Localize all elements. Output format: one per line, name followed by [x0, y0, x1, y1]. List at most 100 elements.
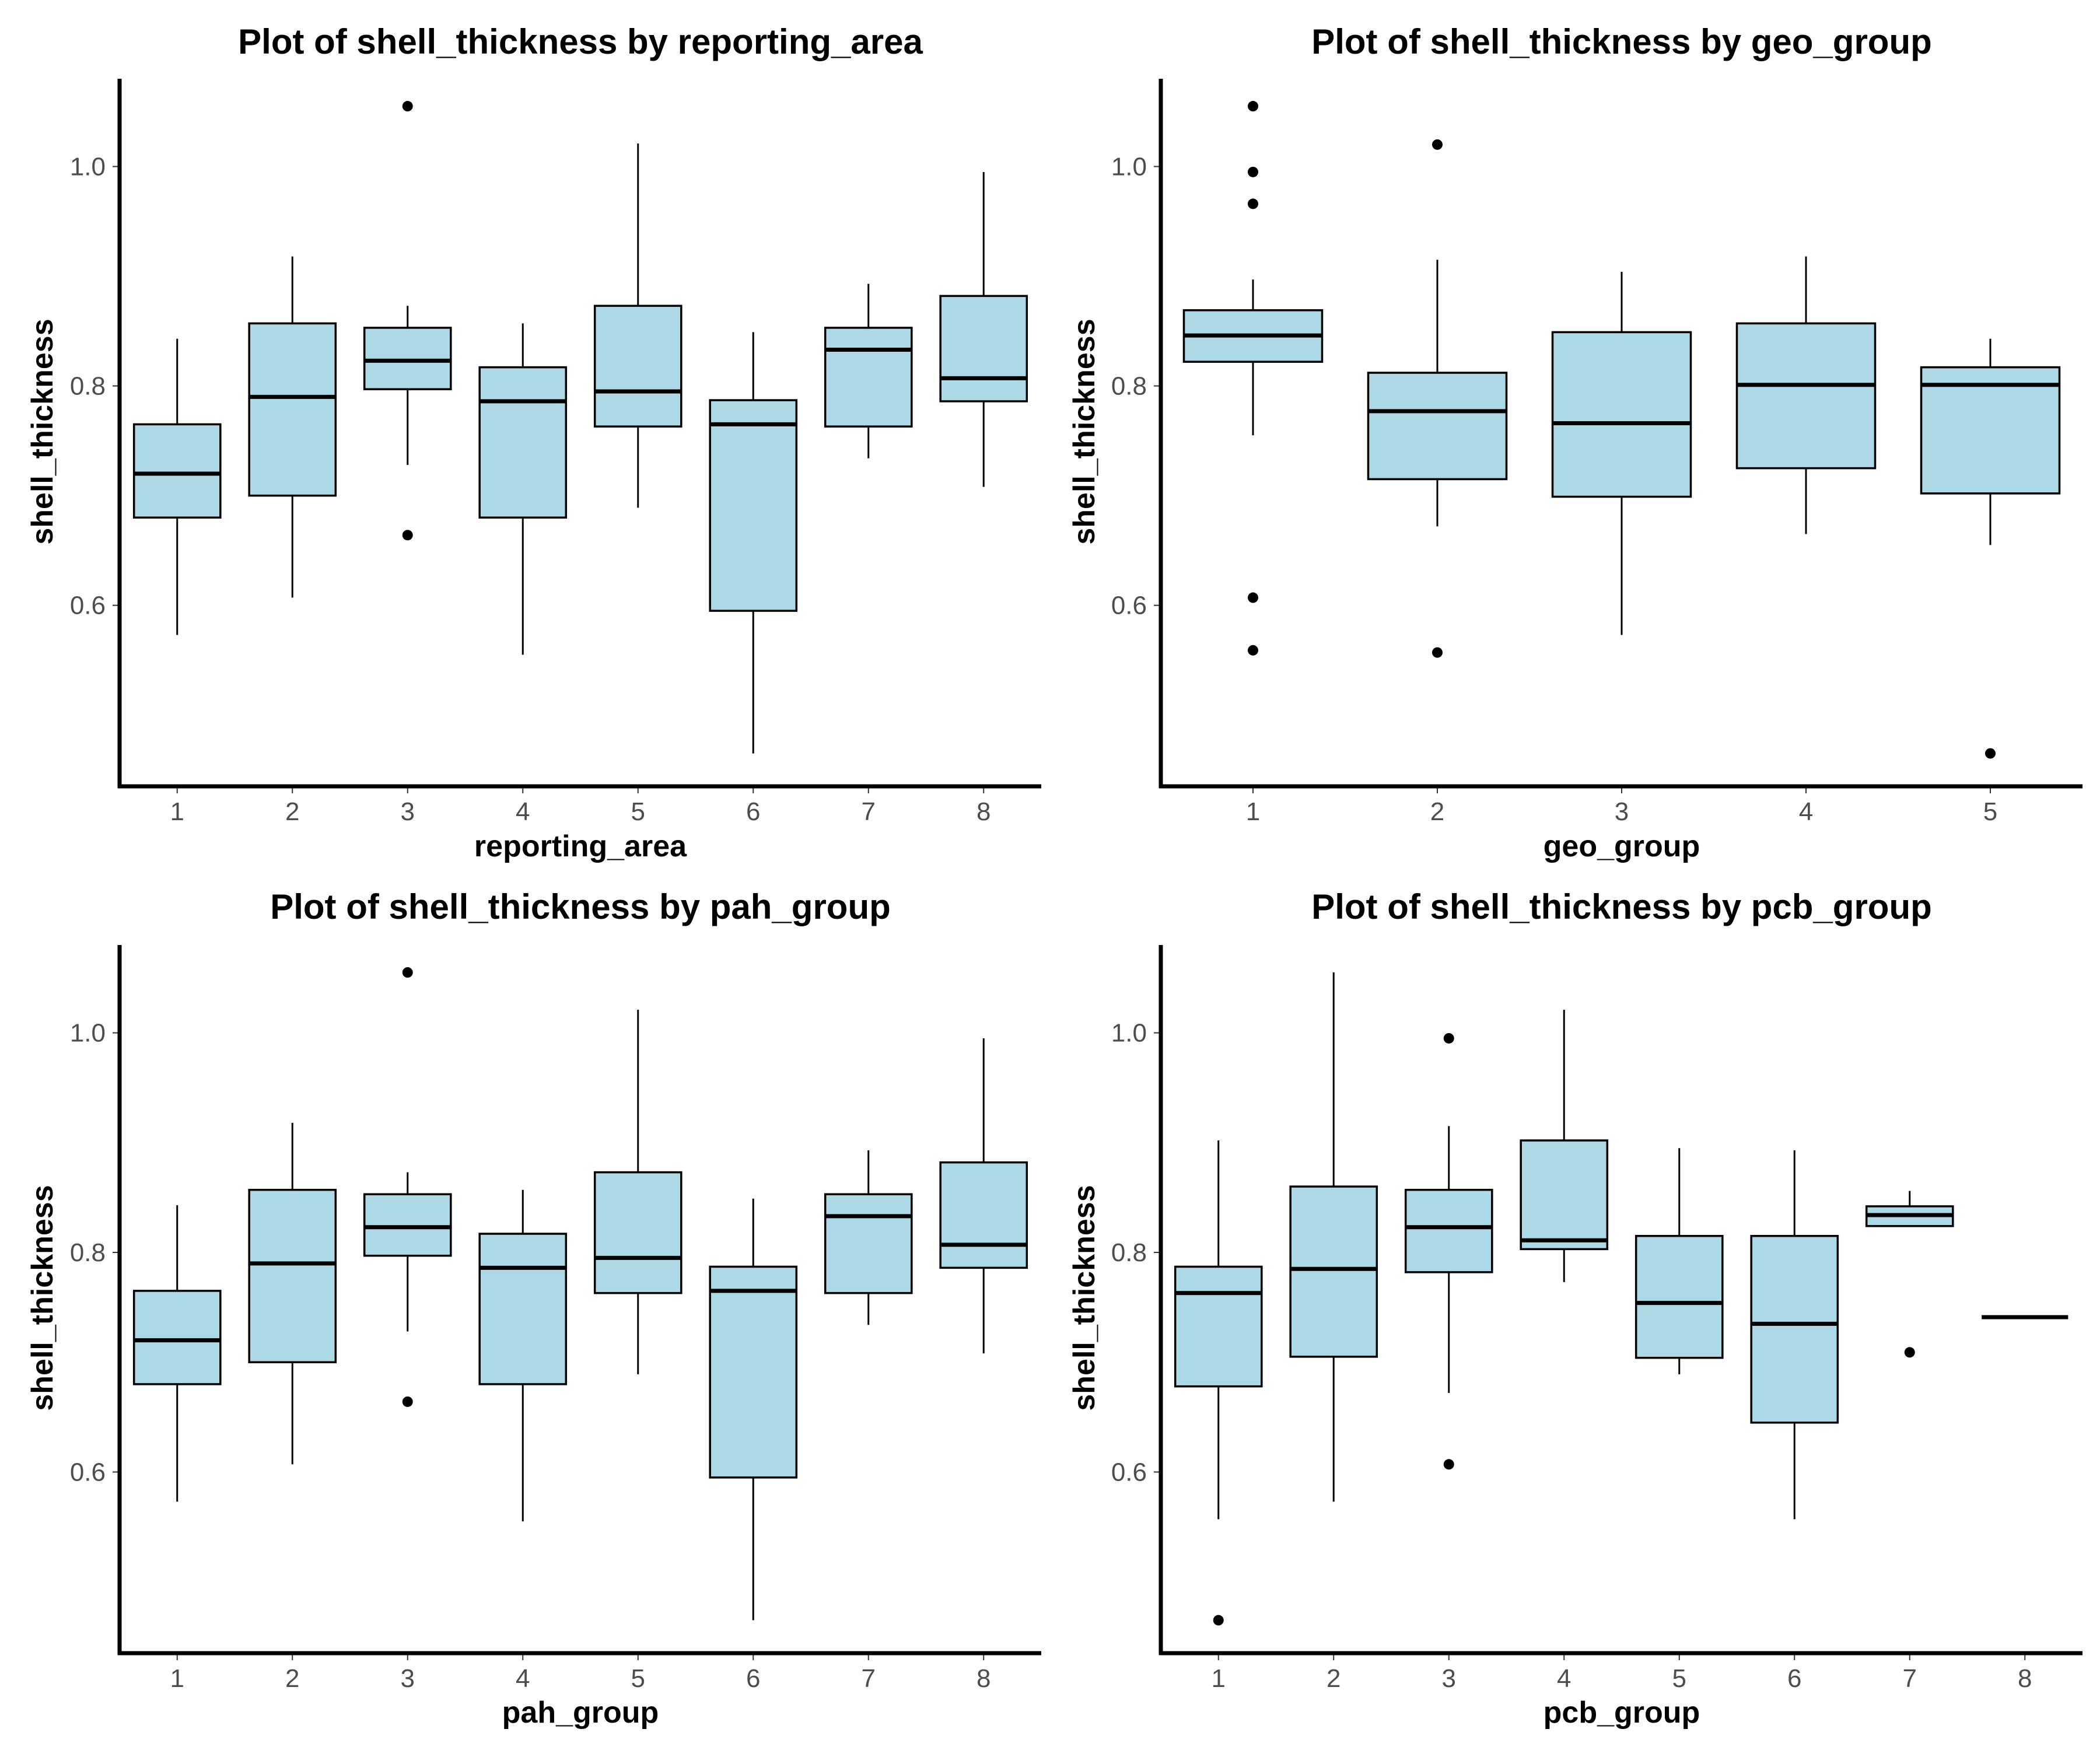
box-iqr: [132, 1290, 222, 1385]
x-tick-label: 4: [1799, 797, 1813, 826]
box-3: [1551, 271, 1692, 635]
panel-3-x-axis-title: pah_group: [502, 1696, 659, 1730]
y-tick-label: 1.0: [70, 152, 106, 181]
box-iqr: [132, 423, 222, 519]
panel-reporting-area: Plot of shell_thickness by reporting_are…: [26, 22, 1041, 863]
outlier-point: [1248, 645, 1258, 656]
outlier-point: [1248, 166, 1258, 177]
box-5: [593, 1010, 682, 1374]
box-1: [132, 1205, 222, 1502]
x-tick-label: 5: [1983, 797, 1997, 826]
x-tick-label: 5: [1672, 1664, 1686, 1693]
x-tick-label: 3: [401, 797, 415, 826]
box-iqr: [1367, 372, 1508, 481]
box-8: [939, 1038, 1028, 1354]
box-6: [709, 1198, 798, 1620]
x-tick-label: 2: [285, 797, 299, 826]
box-4: [1520, 1010, 1609, 1282]
x-tick-label: 7: [1903, 1664, 1917, 1693]
outlier-point: [402, 530, 413, 541]
box-5: [593, 143, 682, 508]
outlier-point: [1904, 1347, 1915, 1358]
panel-pcb-group: Plot of shell_thickness by pcb_group pcb…: [1068, 887, 2082, 1730]
box-iqr: [478, 366, 568, 519]
box-2: [248, 1122, 337, 1465]
x-tick-label: 7: [862, 797, 876, 826]
x-tick-label: 2: [1326, 1664, 1340, 1693]
outlier-point: [1248, 592, 1258, 603]
box-6: [709, 332, 798, 754]
x-tick-label: 6: [746, 797, 760, 826]
panel-1-y-axis-title: shell_thickness: [26, 318, 60, 544]
y-tick-label: 0.8: [70, 372, 106, 401]
y-tick-label: 0.8: [70, 1238, 106, 1267]
panel-1-x-axis-title: reporting_area: [474, 830, 687, 863]
x-tick-label: 8: [2018, 1664, 2032, 1693]
box-iqr: [1750, 1235, 1839, 1424]
outlier-point: [1443, 1459, 1454, 1470]
panel-4-y-axis-title: shell_thickness: [1068, 1185, 1101, 1410]
x-tick-label: 6: [746, 1664, 760, 1693]
box-1: [1174, 1140, 1263, 1626]
panel-3-plot-area: 0.6 0.8 1.0 1 2 3 4 5 6 7 8: [70, 945, 1041, 1693]
box-4: [478, 323, 568, 655]
x-tick-label: 5: [631, 1664, 645, 1693]
outlier-point: [1248, 198, 1258, 209]
box-iqr: [478, 1233, 568, 1385]
box-iqr: [1735, 322, 1877, 470]
panel-1-title: Plot of shell_thickness by reporting_are…: [238, 22, 923, 61]
y-tick-label: 0.6: [70, 592, 106, 620]
panel-2-y-axis-title: shell_thickness: [1068, 318, 1101, 544]
outlier-point: [1432, 139, 1443, 150]
x-tick-label: 1: [170, 1664, 184, 1693]
x-tick-label: 2: [1430, 797, 1444, 826]
panel-3-y-axis-title: shell_thickness: [26, 1185, 60, 1410]
outlier-point: [402, 1396, 413, 1407]
x-tick-label: 8: [977, 797, 991, 826]
box-iqr: [1174, 1265, 1263, 1388]
outlier-point: [1248, 101, 1258, 112]
box-1: [1182, 101, 1324, 656]
box-iqr: [939, 1161, 1028, 1269]
x-tick-label: 6: [1787, 1664, 1801, 1693]
box-4: [1735, 256, 1877, 534]
x-tick-label: 2: [285, 1664, 299, 1693]
box-7: [824, 1150, 913, 1325]
x-tick-label: 3: [1615, 797, 1629, 826]
box-5: [1920, 338, 2061, 759]
box-iqr: [939, 295, 1028, 402]
panel-2-plot-area: 0.6 0.8 1.0 1 2 3 4 5: [1111, 79, 2082, 826]
box-iqr: [709, 1265, 798, 1479]
box-iqr: [1920, 366, 2061, 495]
box-1: [132, 338, 222, 635]
outlier-point: [1432, 647, 1443, 658]
box-iqr: [1634, 1235, 1724, 1359]
y-tick-label: 0.6: [1111, 592, 1147, 620]
panel-2-x-axis-title: geo_group: [1544, 830, 1700, 863]
box-iqr: [248, 1188, 337, 1363]
panel-4-title: Plot of shell_thickness by pcb_group: [1311, 887, 1932, 926]
y-tick-label: 1.0: [1111, 152, 1147, 181]
box-8: [939, 172, 1028, 487]
x-tick-label: 3: [1442, 1664, 1456, 1693]
box-7: [1865, 1191, 1954, 1358]
box-2: [1289, 972, 1378, 1502]
box-3: [363, 967, 452, 1407]
box-iqr: [824, 327, 913, 428]
panel-2-title: Plot of shell_thickness by geo_group: [1311, 22, 1932, 61]
y-tick-label: 1.0: [70, 1019, 106, 1048]
x-tick-label: 4: [516, 1664, 530, 1693]
box-iqr: [1404, 1188, 1493, 1273]
y-tick-label: 1.0: [1111, 1019, 1147, 1048]
box-iqr: [248, 322, 337, 497]
x-tick-label: 8: [977, 1664, 991, 1693]
box-iqr: [363, 1193, 452, 1257]
box-iqr: [1289, 1185, 1378, 1358]
box-iqr: [824, 1193, 913, 1294]
outlier-point: [1985, 748, 1996, 759]
outlier-point: [402, 101, 413, 112]
panel-pah-group: Plot of shell_thickness by pah_group pah…: [26, 887, 1041, 1730]
box-7: [824, 284, 913, 459]
box-iqr: [593, 304, 682, 428]
